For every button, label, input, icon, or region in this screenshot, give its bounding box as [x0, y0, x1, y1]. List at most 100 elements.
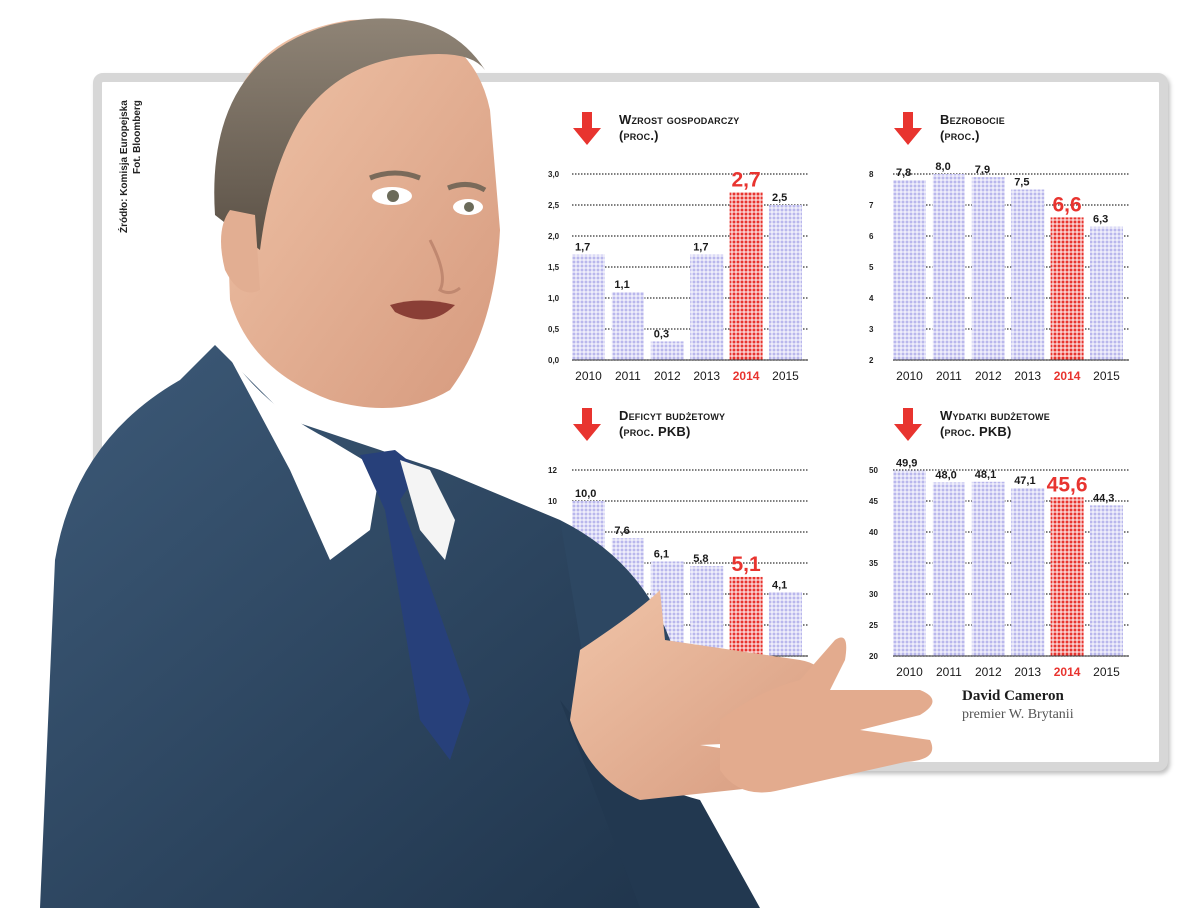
bar	[1011, 189, 1045, 360]
x-tick-label: 2010	[896, 369, 923, 383]
x-tick-label: 2012	[975, 369, 1002, 383]
bar	[971, 177, 1005, 360]
chart-title-line: Wzrost gospodarczy	[619, 112, 740, 127]
data-label: 1,7	[575, 242, 590, 254]
y-tick-label: 6	[869, 232, 874, 241]
data-label: 5,8	[693, 553, 708, 565]
bar-highlight	[729, 192, 763, 360]
y-tick-label: 4	[869, 294, 874, 303]
y-tick-label: 1,5	[548, 263, 560, 272]
y-tick-label: 30	[869, 590, 878, 599]
x-tick-label: 2013	[1014, 665, 1041, 679]
y-tick-label: 12	[548, 466, 557, 475]
y-tick-label: 40	[869, 528, 878, 537]
speaker-hands	[570, 590, 933, 800]
bar	[1090, 226, 1123, 360]
y-tick-label: 20	[869, 652, 878, 661]
chart-title-line: Deficyt budżetowy	[619, 408, 726, 423]
speaker-head	[214, 18, 500, 408]
data-label: 7,6	[614, 525, 629, 537]
x-tick-label: 2010	[896, 665, 923, 679]
chart-subtitle: (proc.)	[940, 128, 980, 143]
bar-highlight	[729, 576, 763, 656]
bar	[932, 174, 966, 360]
y-tick-label: 7	[869, 201, 874, 210]
data-label: 6,1	[654, 548, 669, 560]
x-tick-label: 2015	[1093, 665, 1120, 679]
y-tick-label: 50	[869, 466, 878, 475]
x-tick-label: 2013	[1014, 369, 1041, 383]
data-label: 1,7	[693, 242, 708, 254]
bar	[769, 205, 802, 360]
chart-title-line: Wydatki budżetowe	[940, 408, 1050, 423]
chart-title-line: Bezrobocie	[940, 112, 1005, 127]
chart-title: Bezrobocie (proc.)	[940, 112, 1005, 144]
chart-svg: 0,0 0,5 1,0 1,5 2,0 2,5 3,0 1,7 2010 1,1 2011 0,3 20…	[548, 169, 808, 383]
data-label: 7,5	[1014, 177, 1029, 189]
data-label: 6,3	[1093, 214, 1108, 226]
data-label: 5,1	[731, 553, 761, 576]
data-label: 49,9	[896, 458, 917, 470]
data-label: 7,8	[896, 167, 911, 179]
bar	[1011, 487, 1045, 656]
data-label: 7,9	[975, 164, 990, 176]
y-tick-label: 3	[869, 325, 874, 334]
bar	[971, 481, 1005, 656]
chart-title: Wzrost gospodarczy (proc.)	[619, 112, 740, 144]
chart-svg: 2 3 4 5 6 7 8 7,8 2010 8,0 2011 7,9 2012 7,5 2013 6,6 20…	[869, 161, 1129, 383]
y-tick-label: 2,5	[548, 201, 560, 210]
x-tick-label: 2015	[772, 369, 799, 383]
bar	[932, 482, 966, 656]
y-tick-label: 5	[869, 263, 874, 272]
bar	[1090, 505, 1123, 656]
photo-caption: David Cameron premier W. Brytanii	[962, 688, 1142, 723]
caption-role: premier W. Brytanii	[962, 707, 1074, 722]
data-label: 44,3	[1093, 492, 1114, 504]
chart-economic-growth: Wzrost gospodarczy (proc.) 0,0 0,5 1,0 1,5 2…	[548, 112, 872, 383]
y-tick-label: 0,5	[548, 325, 560, 334]
data-label: 10,0	[575, 488, 596, 500]
data-label: 8,0	[935, 161, 950, 173]
x-tick-label: 2012	[975, 665, 1002, 679]
y-tick-label: 2	[869, 356, 874, 365]
x-tick-label: 2011	[615, 369, 641, 383]
y-tick-label: 10	[548, 497, 557, 506]
y-tick-label: 45	[869, 497, 878, 506]
bar	[769, 592, 802, 656]
y-tick-label: 2,0	[548, 232, 560, 241]
data-label: 2,7	[731, 169, 760, 192]
data-label: 45,6	[1047, 473, 1088, 496]
bar	[893, 180, 926, 360]
down-arrow-icon	[894, 408, 922, 441]
bar	[650, 341, 684, 360]
data-label: 48,1	[975, 469, 996, 481]
bar	[893, 470, 926, 656]
y-tick-label: 25	[869, 621, 878, 630]
x-tick-label: 2014	[1054, 665, 1081, 679]
data-label: 0,3	[654, 328, 669, 340]
bar	[572, 254, 605, 360]
chart-budget-spending: Wydatki budżetowe (proc. PKB) 20 25 30 35 40…	[869, 408, 1193, 679]
y-tick-label: 1,0	[548, 294, 560, 303]
chart-subtitle: (proc.)	[619, 128, 659, 143]
x-tick-label: 2015	[1093, 369, 1120, 383]
chart-svg: 20 25 30 35 40 45 50 49,9 2010 48,0 2011 48,1 2012 47…	[869, 458, 1129, 679]
bar	[690, 254, 724, 360]
x-tick-label: 2012	[654, 369, 681, 383]
bar-highlight	[1050, 497, 1084, 656]
chart-unemployment: Bezrobocie (proc.) 2 3 4 5 6 7 8 7,8 2010 8,0 2011…	[869, 112, 1193, 383]
x-tick-label: 2010	[575, 369, 602, 383]
down-arrow-icon	[894, 112, 922, 145]
chart-title: Deficyt budżetowy (proc. PKB)	[619, 408, 725, 440]
caption-name: David Cameron	[962, 688, 1064, 704]
data-label: 47,1	[1014, 475, 1035, 487]
x-tick-label: 2014	[1054, 369, 1081, 383]
down-arrow-icon	[573, 112, 601, 145]
data-label: 1,1	[614, 279, 629, 291]
down-arrow-icon	[573, 408, 601, 441]
chart-title: Wydatki budżetowe (proc. PKB)	[940, 408, 1050, 440]
bar	[611, 291, 645, 360]
y-tick-label: 0,0	[548, 356, 560, 365]
x-tick-label: 2011	[936, 665, 962, 679]
